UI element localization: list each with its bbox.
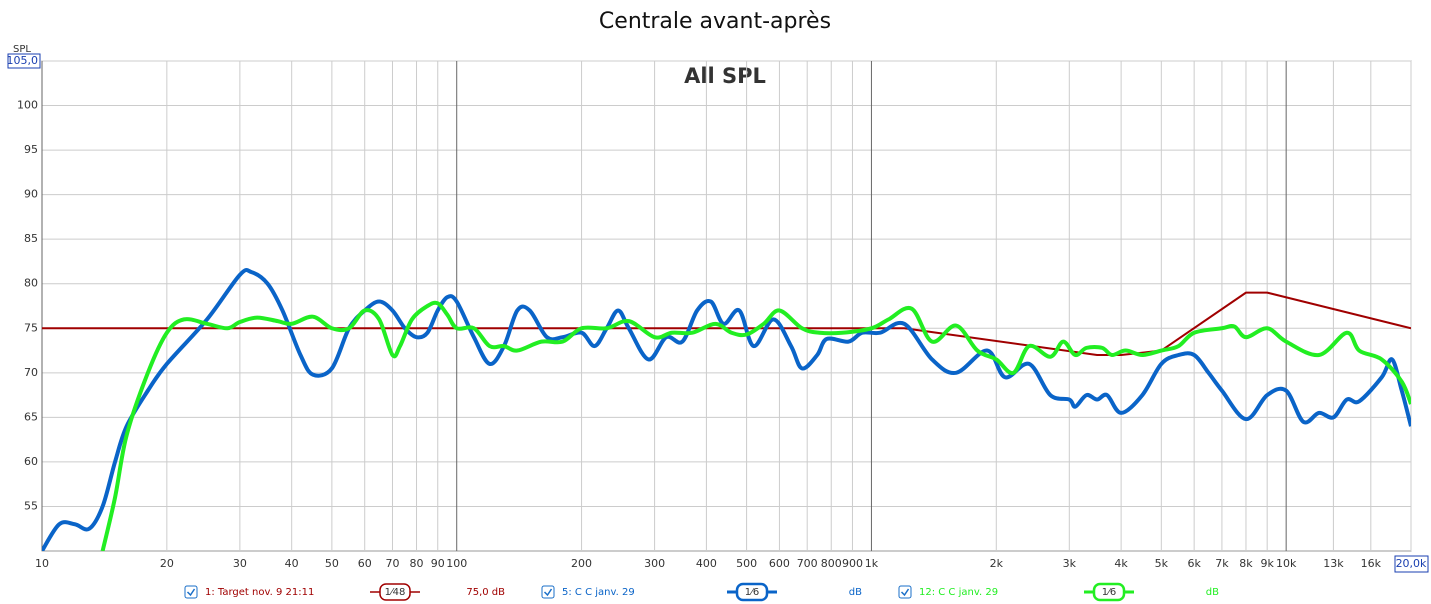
legend-smoothing: 1⁄6: [745, 587, 759, 598]
x-tick-label: 5k: [1155, 557, 1169, 570]
x-tick-label: 900: [842, 557, 863, 570]
x-tick-box: [1394, 555, 1429, 573]
legend-offset: dB: [849, 587, 862, 598]
y-tick-label: 95: [24, 143, 38, 156]
x-tick-label: 1k: [865, 557, 879, 570]
x-tick-label: 50: [325, 557, 339, 570]
annotation: All SPL: [684, 64, 766, 88]
x-tick-label: 700: [797, 557, 818, 570]
x-tick-label: 300: [644, 557, 665, 570]
legend-offset: 75,0 dB: [466, 587, 505, 598]
legend-checkbox[interactable]: [184, 585, 198, 599]
x-tick-label: 500: [736, 557, 757, 570]
x-tick-label: 10: [35, 557, 49, 570]
x-tick-label: 20,0k: [1396, 557, 1427, 570]
x-tick-label: 7k: [1215, 557, 1229, 570]
legend-check: [186, 588, 196, 597]
x-tick-label: 8k: [1239, 557, 1253, 570]
y-tick-label: 55: [24, 499, 38, 512]
x-tick-label: 800: [821, 557, 842, 570]
legend-smoothing-box[interactable]: [379, 583, 411, 601]
legend-smoothing-box[interactable]: [735, 582, 769, 602]
plot-area: [41, 60, 1412, 552]
legend-smoothing-box[interactable]: [1092, 582, 1126, 602]
y-tick-label: 70: [24, 366, 38, 379]
y-tick-label: 105,0: [7, 54, 39, 67]
x-tick-label: 90: [431, 557, 445, 570]
y-tick-label: 100: [17, 99, 38, 112]
x-tick-label: 30: [233, 557, 247, 570]
x-tick-label: 10k: [1276, 557, 1297, 570]
legend-smoothing: 1⁄48: [385, 587, 406, 598]
series-line: [42, 291, 1411, 356]
legend-label: 1: Target nov. 9 21:11: [205, 587, 314, 598]
legend: 1: Target nov. 9 21:11 1⁄48 75,0 dB 5: C C …: [184, 582, 1219, 602]
legend-checkbox[interactable]: [898, 585, 912, 599]
legend-check: [900, 588, 910, 597]
legend-checkbox[interactable]: [541, 585, 555, 599]
x-tick-label: 200: [571, 557, 592, 570]
x-tick-label: 2k: [990, 557, 1004, 570]
x-tick-label: 4k: [1114, 557, 1128, 570]
series-line: [100, 300, 1411, 551]
x-tick-label: 3k: [1063, 557, 1077, 570]
x-tick-label: 60: [358, 557, 372, 570]
legend-label: 12: C C janv. 29: [919, 587, 998, 598]
x-tick-label: 600: [769, 557, 790, 570]
lines: [42, 267, 1411, 551]
series-line: [42, 267, 1411, 551]
legend-smoothing: 1⁄6: [1102, 587, 1116, 598]
y-tick-label: 85: [24, 232, 38, 245]
x-tick-label: 20: [160, 557, 174, 570]
x-tick-label: 400: [696, 557, 717, 570]
x-tick-label: 6k: [1187, 557, 1201, 570]
chart-title: Centrale avant-après: [599, 9, 831, 34]
legend-label: 5: C C janv. 29: [562, 587, 635, 598]
y-tick-label: 80: [24, 277, 38, 290]
x-tick-label: 100: [446, 557, 467, 570]
legend-check: [543, 588, 553, 597]
x-tick-label: 40: [285, 557, 299, 570]
x-tick-label: 16k: [1361, 557, 1382, 570]
y-tick-box: [7, 53, 41, 69]
y-axis-label: SPL: [13, 44, 31, 55]
legend-offset: dB: [1206, 587, 1219, 598]
y-tick-label: 60: [24, 455, 38, 468]
y-tick-label: 75: [24, 321, 38, 334]
x-tick-label: 80: [410, 557, 424, 570]
x-tick-label: 70: [385, 557, 399, 570]
y-tick-label: 90: [24, 188, 38, 201]
x-tick-label: 13k: [1323, 557, 1344, 570]
x-tick-label: 9k: [1260, 557, 1274, 570]
y-tick-label: 65: [24, 410, 38, 423]
